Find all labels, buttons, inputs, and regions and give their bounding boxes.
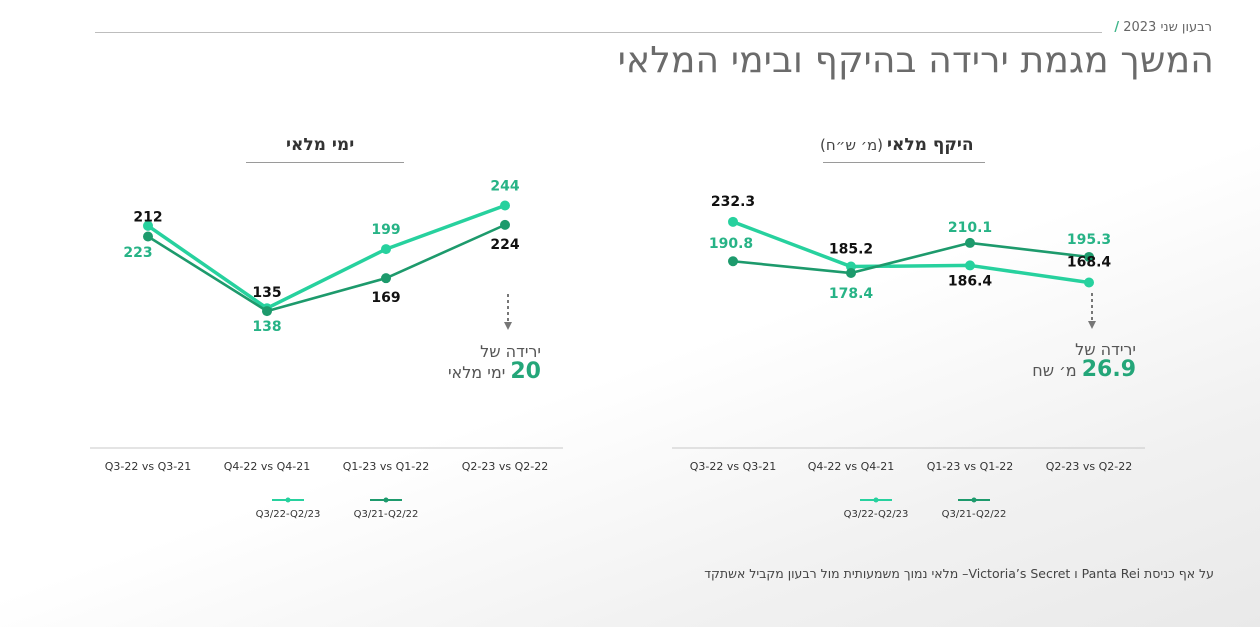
chart-0-data-label: 212 xyxy=(133,210,162,226)
callout-days-value: 20 xyxy=(510,359,541,384)
chart-1-data-point xyxy=(1084,277,1094,288)
chart-0-data-point xyxy=(143,220,153,231)
chart-0-data-point xyxy=(262,306,272,317)
chart-0-data-point xyxy=(381,244,391,255)
chart-0-data-label: 199 xyxy=(371,222,400,238)
chart-0-legend-marker xyxy=(285,497,291,503)
chart-1-data-label: 210.1 xyxy=(948,220,992,236)
chart-0-legend-label: Q3/21-Q2/22 xyxy=(354,509,419,520)
chart-title-volume-unit: (מ׳ ש״ח) xyxy=(820,136,883,154)
chart-0-data-label: 224 xyxy=(490,237,519,253)
chart-0-legend-marker xyxy=(383,497,389,503)
chart-0-tick-label: Q2-23 vs Q2-22 xyxy=(462,460,548,473)
chart-1-data-label: 186.4 xyxy=(948,273,993,289)
chart-1-tick-label: Q3-22 vs Q3-21 xyxy=(690,460,776,473)
chart-0-data-point xyxy=(500,219,510,230)
chart-0-data-label: 135 xyxy=(252,285,281,301)
callout-days-unit: ימי מלאי xyxy=(447,363,506,382)
chart-1-data-point xyxy=(965,260,975,271)
chart-0-data-label: 223 xyxy=(123,245,152,261)
chart-0-arrow-head xyxy=(504,322,512,330)
chart-1-data-point xyxy=(965,237,975,248)
chart-1-data-point xyxy=(728,216,738,227)
chart-1-data-point xyxy=(728,256,738,267)
chart-0-legend-label: Q3/22-Q2/23 xyxy=(256,509,321,520)
section-kicker: רבעון שני 2023 / xyxy=(1110,20,1212,35)
chart-1-tick-label: Q4-22 vs Q4-21 xyxy=(808,460,894,473)
chart-1-legend-marker xyxy=(971,497,977,503)
chart-1-series-line-1 xyxy=(732,241,1090,275)
chart-1-data-point xyxy=(846,268,856,279)
callout-volume-value: 26.9 xyxy=(1081,357,1136,382)
kicker-text: רבעון שני 2023 xyxy=(1123,20,1212,35)
chart-1-data-label: 168.4 xyxy=(1067,255,1112,271)
chart-0-series-line-1 xyxy=(147,223,506,313)
chart-title-volume: היקף מלאי(מ׳ ש״ח) xyxy=(820,135,974,155)
chart-0-data-point xyxy=(143,231,153,242)
chart-1-legend-marker xyxy=(873,497,879,503)
chart-title-days-text: ימי מלאי xyxy=(286,135,355,155)
header-divider xyxy=(95,32,1102,33)
chart-1-arrow-head xyxy=(1088,321,1096,329)
chart-1-data-label: 190.8 xyxy=(709,236,753,252)
page-title: המשך מגמת ירידה בהיקף ובימי המלאי xyxy=(617,40,1214,81)
chart-1-data-point xyxy=(1084,251,1094,262)
chart-0-tick-label: Q4-22 vs Q4-21 xyxy=(224,460,310,473)
chart-0-tick-label: Q3-22 vs Q3-21 xyxy=(105,460,191,473)
chart-1-data-label: 178.4 xyxy=(829,286,874,302)
callout-volume-unit: מ׳ שח xyxy=(1032,361,1077,380)
callout-days-line1: ירידה של xyxy=(480,342,541,361)
chart-1-legend-label: Q3/22-Q2/23 xyxy=(844,509,909,520)
chart-0-series-line-0 xyxy=(147,203,506,310)
chart-0-data-label: 138 xyxy=(252,319,281,335)
callout-days: ירידה של 20 ימי מלאי xyxy=(448,342,541,383)
chart-title-days-underline xyxy=(246,162,404,163)
chart-title-volume-underline xyxy=(823,162,985,163)
chart-1-legend-label: Q3/21-Q2/22 xyxy=(942,509,1007,520)
footnote: על אף כניסת Panta Rei ו Victoria’s Secre… xyxy=(704,566,1214,581)
chart-1-tick-label: Q1-23 vs Q1-22 xyxy=(927,460,1013,473)
callout-volume: ירידה של 26.9 מ׳ שח xyxy=(1032,340,1136,381)
kicker-slash: / xyxy=(1114,20,1120,35)
chart-0-data-point xyxy=(381,273,391,284)
chart-0-data-label: 169 xyxy=(371,290,400,306)
chart-1-series-line-0 xyxy=(732,220,1090,285)
chart-1-tick-label: Q2-23 vs Q2-22 xyxy=(1046,460,1132,473)
chart-0-data-label: 244 xyxy=(490,179,519,195)
chart-title-volume-text: היקף מלאי xyxy=(887,135,974,155)
chart-1-data-label: 185.2 xyxy=(829,242,873,258)
chart-0-tick-label: Q1-23 vs Q1-22 xyxy=(343,460,429,473)
callout-volume-line1: ירידה של xyxy=(1075,340,1136,359)
chart-0-data-point xyxy=(500,200,510,211)
chart-1-data-label: 195.3 xyxy=(1067,232,1111,248)
chart-title-days: ימי מלאי xyxy=(286,135,354,155)
chart-1-data-label: 232.3 xyxy=(711,194,755,210)
